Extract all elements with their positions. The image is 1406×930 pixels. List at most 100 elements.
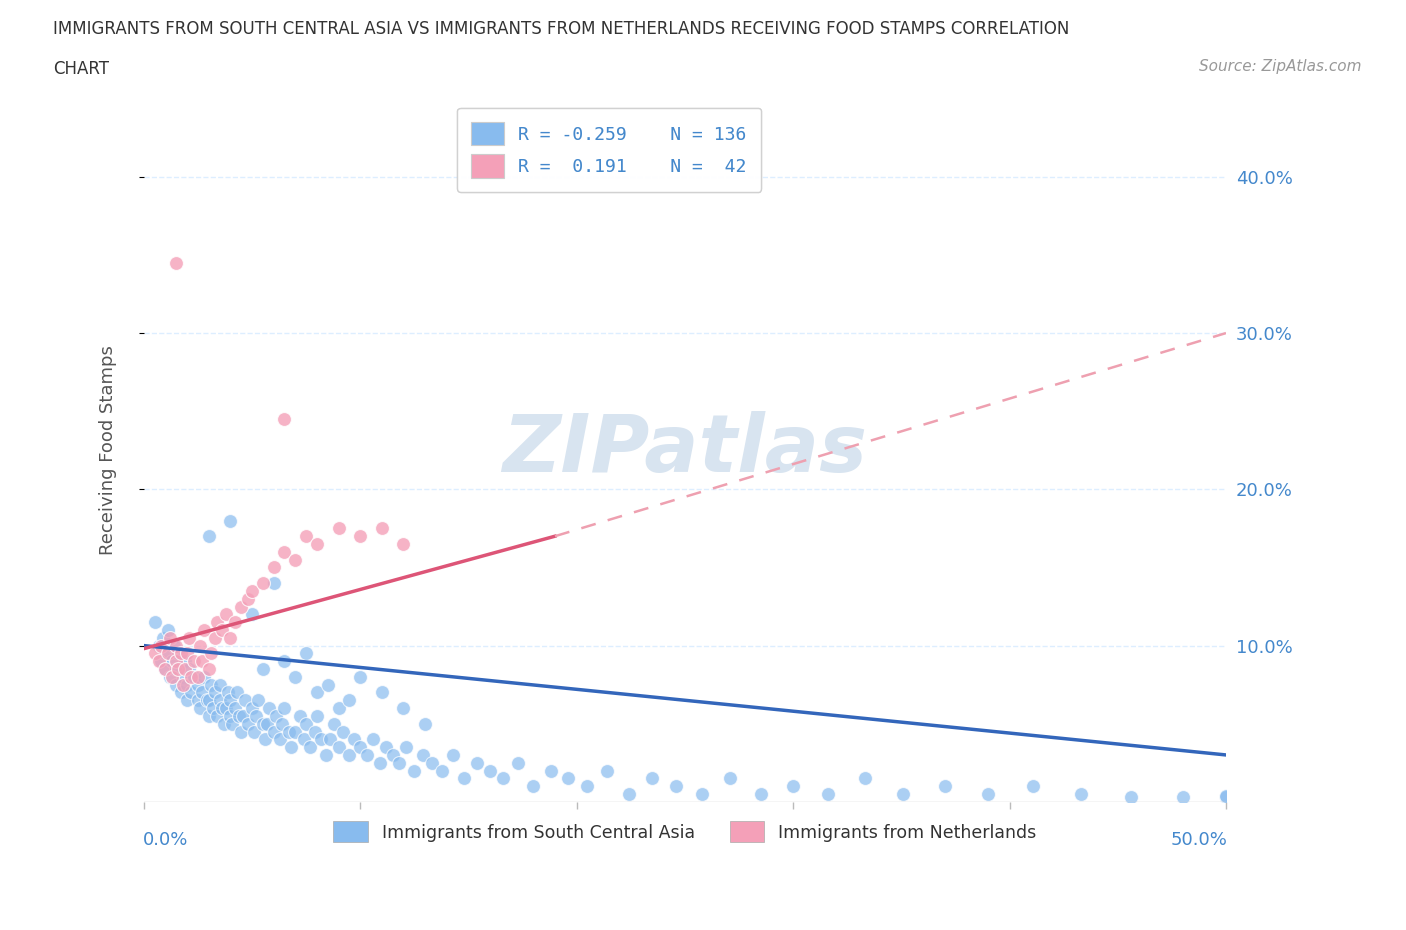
Point	[167, 646, 190, 661]
Point	[332, 724, 354, 739]
Point	[368, 755, 391, 770]
Point	[1215, 790, 1237, 804]
Point	[718, 771, 741, 786]
Point	[1070, 787, 1092, 802]
Text: 50.0%: 50.0%	[1170, 831, 1227, 849]
Point	[211, 622, 233, 637]
Y-axis label: Receiving Food Stamps: Receiving Food Stamps	[100, 345, 117, 555]
Point	[479, 764, 502, 778]
Point	[228, 709, 250, 724]
Point	[155, 661, 177, 676]
Point	[328, 700, 350, 715]
Text: Source: ZipAtlas.com: Source: ZipAtlas.com	[1198, 59, 1361, 73]
Point	[288, 709, 311, 724]
Point	[183, 670, 205, 684]
Point	[253, 732, 276, 747]
Point	[252, 661, 274, 676]
Point	[596, 764, 619, 778]
Point	[316, 677, 339, 692]
Point	[191, 654, 214, 669]
Point	[240, 700, 263, 715]
Point	[404, 764, 426, 778]
Point	[749, 787, 772, 802]
Text: CHART: CHART	[53, 60, 110, 78]
Point	[388, 755, 411, 770]
Point	[159, 631, 181, 645]
Point	[193, 670, 215, 684]
Point	[231, 599, 253, 614]
Point	[269, 732, 291, 747]
Point	[392, 700, 415, 715]
Point	[165, 677, 187, 692]
Point	[176, 693, 198, 708]
Point	[252, 716, 274, 731]
Point	[207, 709, 229, 724]
Point	[420, 755, 443, 770]
Point	[337, 748, 360, 763]
Point	[173, 654, 195, 669]
Point	[195, 693, 218, 708]
Point	[231, 724, 253, 739]
Point	[240, 607, 263, 622]
Point	[225, 685, 247, 700]
Point	[215, 607, 238, 622]
Point	[208, 693, 231, 708]
Point	[155, 646, 177, 661]
Point	[259, 700, 281, 715]
Point	[295, 716, 318, 731]
Point	[328, 521, 350, 536]
Point	[617, 787, 640, 802]
Point	[295, 646, 318, 661]
Point	[356, 748, 378, 763]
Point	[263, 560, 285, 575]
Point	[176, 646, 198, 661]
Point	[328, 739, 350, 754]
Point	[319, 732, 342, 747]
Point	[172, 670, 194, 684]
Point	[236, 716, 259, 731]
Point	[156, 646, 179, 661]
Point	[236, 591, 259, 606]
Point	[165, 654, 187, 669]
Point	[148, 638, 170, 653]
Point	[1022, 778, 1045, 793]
Point	[179, 631, 201, 645]
Point	[243, 724, 266, 739]
Point	[413, 716, 436, 731]
Point	[221, 716, 243, 731]
Text: 0.0%: 0.0%	[142, 831, 188, 849]
Point	[273, 654, 295, 669]
Point	[187, 693, 209, 708]
Point	[304, 724, 326, 739]
Point	[173, 661, 195, 676]
Point	[176, 677, 198, 692]
Point	[187, 677, 209, 692]
Point	[853, 771, 876, 786]
Point	[150, 638, 173, 653]
Point	[197, 709, 219, 724]
Point	[167, 661, 190, 676]
Point	[180, 685, 202, 700]
Point	[299, 739, 322, 754]
Point	[187, 670, 209, 684]
Point	[156, 622, 179, 637]
Point	[143, 615, 166, 630]
Point	[453, 771, 475, 786]
Point	[305, 685, 328, 700]
Point	[219, 709, 242, 724]
Point	[155, 661, 177, 676]
Point	[179, 661, 201, 676]
Point	[392, 537, 415, 551]
Point	[273, 412, 295, 427]
Point	[143, 646, 166, 661]
Point	[361, 732, 384, 747]
Point	[337, 693, 360, 708]
Point	[522, 778, 544, 793]
Point	[349, 739, 371, 754]
Point	[309, 732, 332, 747]
Point	[1119, 790, 1142, 804]
Point	[508, 755, 530, 770]
Point	[197, 693, 219, 708]
Point	[305, 537, 328, 551]
Point	[576, 778, 599, 793]
